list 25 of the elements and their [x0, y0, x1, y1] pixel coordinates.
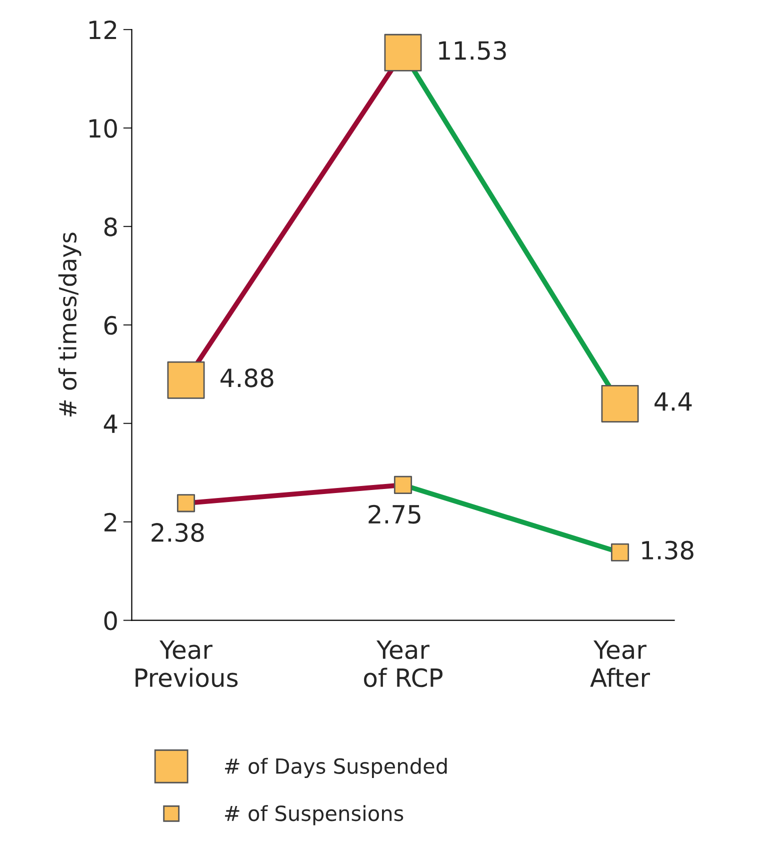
- y-tick-label: 12: [89, 20, 116, 40]
- data-label: 11.53: [439, 41, 506, 60]
- y-tick-label: 8: [104, 217, 117, 236]
- data-label: 4.4: [654, 392, 692, 411]
- data-label: 2.75: [368, 504, 420, 524]
- point: [384, 34, 422, 72]
- y-axis-title: # of times/days: [58, 232, 82, 417]
- data-label: 1.38: [642, 540, 694, 560]
- x-tick-label: Year After: [590, 640, 650, 688]
- x-tick-label: Year of RCP: [364, 640, 442, 688]
- data-label: 4.88: [220, 368, 274, 388]
- point: [176, 494, 196, 512]
- point: [601, 384, 639, 422]
- point: [167, 361, 205, 399]
- data-label: 2.38: [152, 523, 204, 542]
- y-tick-label: 0: [104, 611, 117, 630]
- point: [394, 476, 412, 494]
- legend-label: # of Suspensions: [225, 805, 404, 826]
- y-tick-label: 2: [104, 512, 116, 532]
- y-tick-label: 4: [104, 414, 118, 433]
- x-tick-label: Year Previous: [136, 640, 238, 688]
- point: [610, 543, 630, 562]
- y-tick-label: 10: [89, 118, 117, 138]
- legend-label: # of Days Suspended: [225, 758, 447, 778]
- y-tick-label: 6: [104, 316, 117, 335]
